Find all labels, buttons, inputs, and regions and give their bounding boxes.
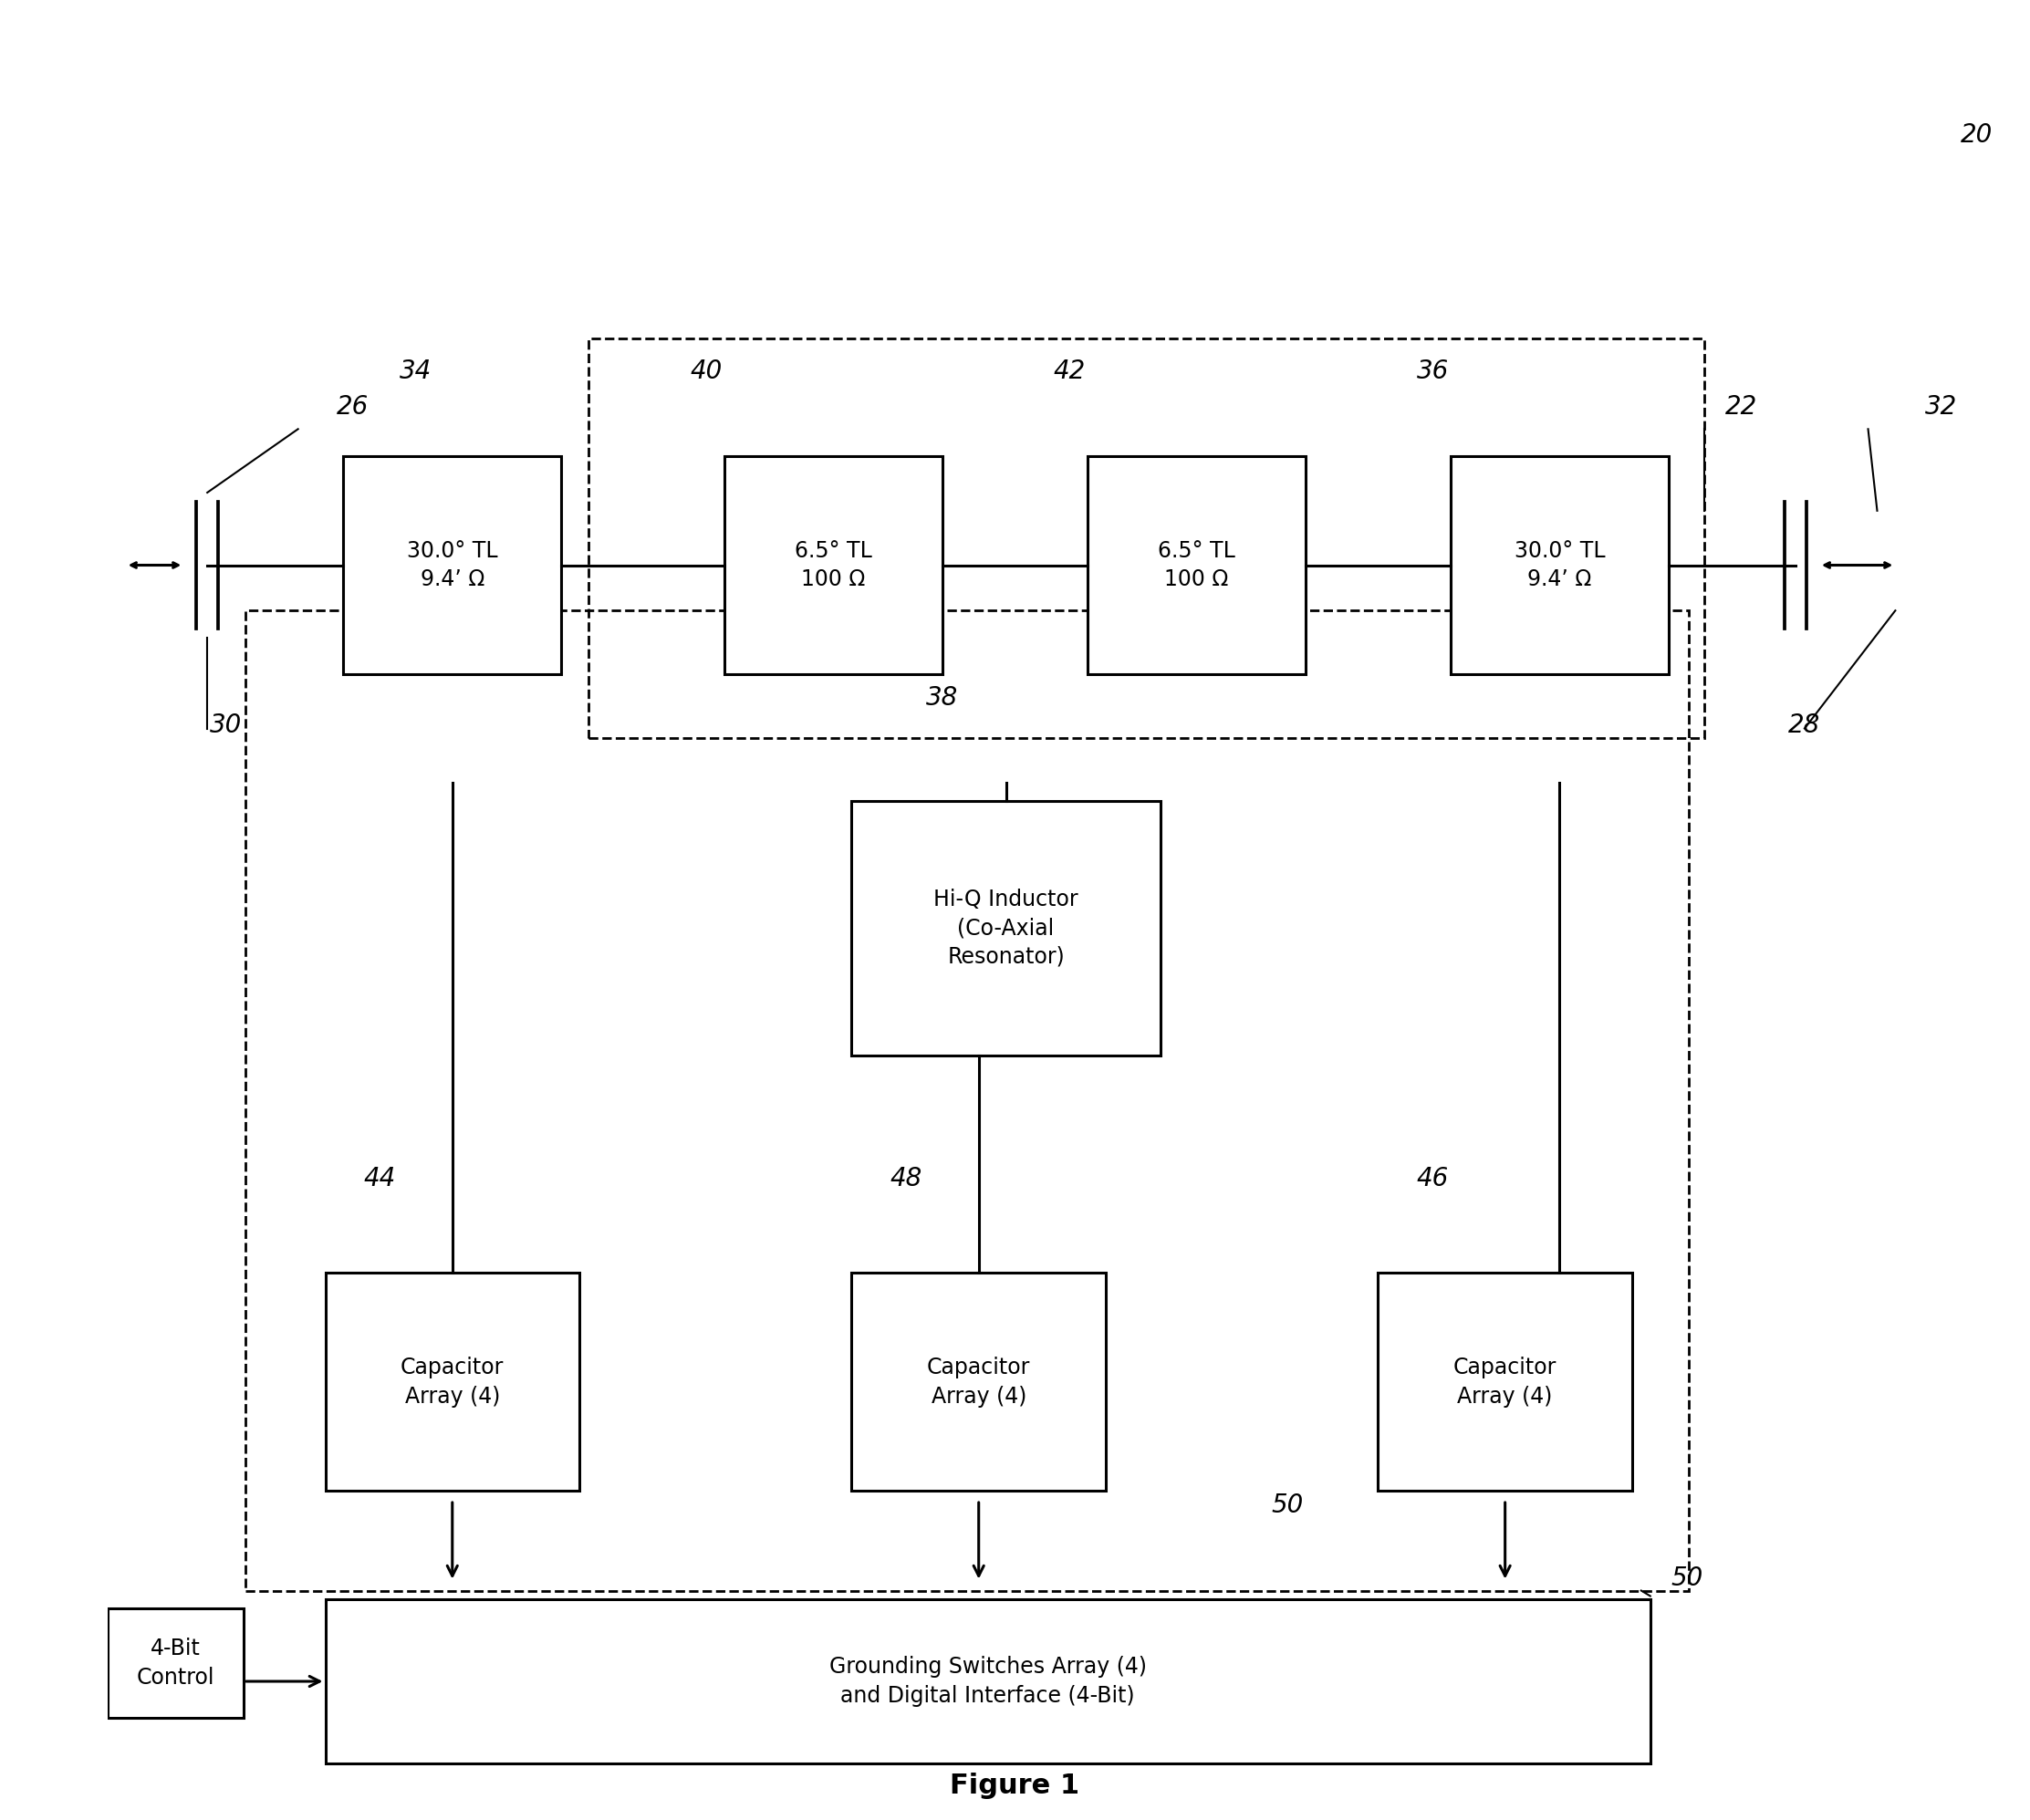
Text: Capacitor
Array (4): Capacitor Array (4) (1453, 1356, 1557, 1407)
FancyBboxPatch shape (1451, 457, 1669, 673)
Text: 20: 20 (1961, 122, 1993, 147)
Text: 34: 34 (400, 359, 432, 384)
Text: Capacitor
Array (4): Capacitor Array (4) (400, 1356, 503, 1407)
Text: 22: 22 (1726, 395, 1758, 420)
Text: 50: 50 (1271, 1492, 1303, 1518)
FancyBboxPatch shape (1088, 457, 1305, 673)
FancyBboxPatch shape (853, 1272, 1106, 1491)
Text: 46: 46 (1417, 1167, 1449, 1192)
Text: 6.5° TL
100 Ω: 6.5° TL 100 Ω (796, 541, 873, 590)
FancyBboxPatch shape (108, 1609, 244, 1718)
FancyBboxPatch shape (325, 1600, 1650, 1764)
Text: 44: 44 (363, 1167, 396, 1192)
Text: 30: 30 (209, 712, 242, 737)
Text: 30.0° TL
9.4’ Ω: 30.0° TL 9.4’ Ω (1514, 541, 1606, 590)
Text: 28: 28 (1788, 712, 1821, 737)
Text: Figure 1: Figure 1 (950, 1773, 1080, 1800)
Text: Capacitor
Array (4): Capacitor Array (4) (928, 1356, 1031, 1407)
Text: 38: 38 (926, 684, 958, 710)
Text: 26: 26 (337, 395, 369, 420)
Text: 30.0° TL
9.4’ Ω: 30.0° TL 9.4’ Ω (406, 541, 497, 590)
Text: 4-Bit
Control: 4-Bit Control (136, 1638, 215, 1689)
Text: 32: 32 (1924, 395, 1957, 420)
Text: Hi-Q Inductor
(Co-Axial
Resonator): Hi-Q Inductor (Co-Axial Resonator) (934, 888, 1078, 968)
FancyBboxPatch shape (1378, 1272, 1632, 1491)
FancyBboxPatch shape (343, 457, 560, 673)
Text: 6.5° TL
100 Ω: 6.5° TL 100 Ω (1157, 541, 1234, 590)
Text: 40: 40 (690, 359, 723, 384)
FancyBboxPatch shape (725, 457, 942, 673)
Text: Grounding Switches Array (4)
and Digital Interface (4-Bit): Grounding Switches Array (4) and Digital… (828, 1656, 1147, 1707)
Text: 48: 48 (889, 1167, 922, 1192)
Text: 36: 36 (1417, 359, 1449, 384)
Text: 50: 50 (1671, 1565, 1703, 1591)
FancyBboxPatch shape (853, 801, 1161, 1056)
FancyBboxPatch shape (325, 1272, 579, 1491)
Text: 42: 42 (1054, 359, 1086, 384)
